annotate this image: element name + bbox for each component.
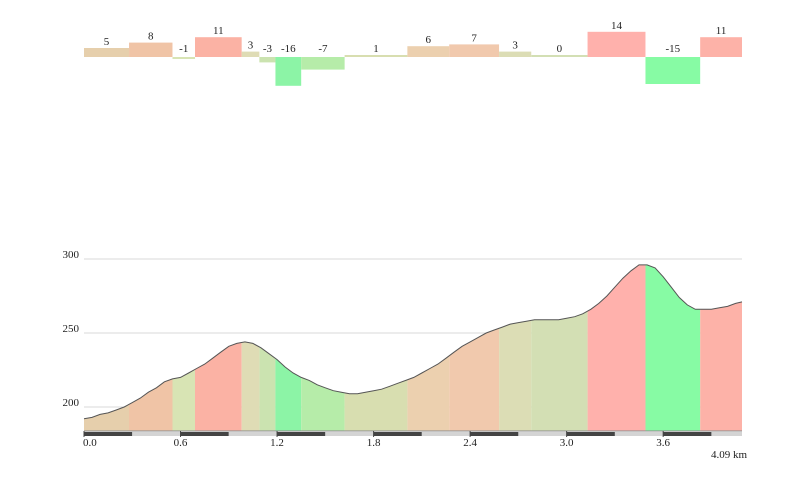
gradient-label-7: -7	[318, 43, 328, 55]
scale-bar-block-9	[518, 432, 567, 436]
y-tick-label-250: 250	[63, 323, 80, 335]
x-tick-label-5: 3.0	[560, 437, 574, 449]
scale-bar-block-11	[614, 432, 664, 436]
gradient-label-15: 11	[716, 25, 727, 37]
gradient-bar-10	[449, 44, 500, 57]
scale-bar-block-7	[421, 432, 471, 436]
elevation-line	[83, 264, 743, 420]
gradient-bar-11	[499, 51, 532, 57]
profile-segment-2	[172, 369, 195, 431]
scale-bar-block-8	[470, 432, 519, 436]
gradient-bar-4	[241, 51, 260, 57]
profile-segment-14	[645, 264, 701, 431]
profile-segment-10	[449, 328, 500, 431]
gradient-bar-5	[259, 57, 276, 63]
x-tick-label-6: 3.6	[656, 437, 670, 449]
x-tick-label-0: 0.0	[83, 437, 97, 449]
gradient-bar-1	[129, 42, 173, 57]
scale-bar-block-5	[325, 432, 374, 436]
scale-bar-block-1	[132, 432, 181, 436]
profile-segment-6	[275, 358, 302, 431]
gradient-label-9: 6	[426, 34, 432, 46]
scale-bar-block-12	[663, 432, 712, 436]
gradient-label-12: 0	[557, 43, 563, 55]
gradient-bar-12	[531, 55, 588, 57]
profile-segment-5	[259, 346, 276, 431]
profile-segment-8	[344, 379, 408, 431]
gradient-bar-3	[195, 37, 242, 57]
gradient-label-2: -1	[179, 43, 188, 55]
x-tick-label-2: 1.2	[270, 437, 284, 449]
profile-segment-3	[195, 342, 242, 431]
scale-bar-block-13	[711, 432, 742, 436]
profile-segment-13	[587, 264, 646, 431]
y-tick-label-300: 300	[63, 249, 80, 261]
gradient-bar-6	[275, 57, 302, 86]
x-tick-label-1: 0.6	[174, 437, 188, 449]
gradient-label-6: -16	[281, 43, 296, 55]
gradient-bar-13	[587, 31, 646, 57]
gradient-label-13: 14	[611, 20, 623, 32]
gradient-bar-7	[301, 57, 345, 70]
gradient-label-8: 1	[373, 43, 379, 55]
distance-total-label: 4.09 km	[711, 449, 748, 461]
profile-segment-12	[531, 311, 588, 431]
gradient-label-11: 3	[512, 40, 518, 52]
profile-segment-15	[700, 301, 742, 431]
gradient-label-5: -3	[263, 43, 273, 55]
gradient-bar-chart: 5 8 -1 11 3 -3 -16 -7 1 6 7 3 0 14 -15 11	[84, 20, 742, 86]
elevation-area	[83, 264, 743, 431]
gradient-bar-0	[84, 48, 130, 57]
scale-bar-block-0	[84, 432, 133, 436]
gradient-label-14: -15	[665, 43, 680, 55]
gradient-bar-15	[700, 37, 742, 57]
gradient-bar-8	[344, 55, 408, 57]
profile-segment-9	[407, 355, 450, 431]
y-tick-label-200: 200	[63, 397, 80, 409]
profile-segment-0	[84, 404, 129, 431]
scale-bar-block-10	[566, 432, 615, 436]
gradient-label-10: 7	[471, 32, 477, 44]
x-tick-label-4: 2.4	[463, 437, 477, 449]
y-axis: 200 250 300	[63, 249, 80, 409]
gradient-bar-9	[407, 46, 450, 57]
scale-bar-block-4	[277, 432, 326, 436]
x-tick-label-3: 1.8	[367, 437, 381, 449]
gradient-label-3: 11	[213, 25, 224, 37]
x-axis: 0.0 0.6 1.2 1.8 2.4 3.0 3.6	[83, 430, 742, 449]
scale-bar-block-2	[180, 432, 229, 436]
gradient-label-0: 5	[104, 36, 110, 48]
gradient-label-4: 3	[248, 40, 254, 52]
gradient-label-1: 8	[148, 31, 154, 43]
profile-segment-1	[129, 378, 173, 431]
scale-bar-block-3	[228, 432, 278, 436]
profile-segment-4	[241, 341, 260, 431]
gradient-bar-14	[645, 57, 701, 84]
gradient-bar-2	[172, 57, 196, 59]
scale-bar-block-6	[373, 432, 422, 436]
profile-segment-11	[499, 320, 532, 431]
profile-segment-7	[301, 377, 345, 431]
